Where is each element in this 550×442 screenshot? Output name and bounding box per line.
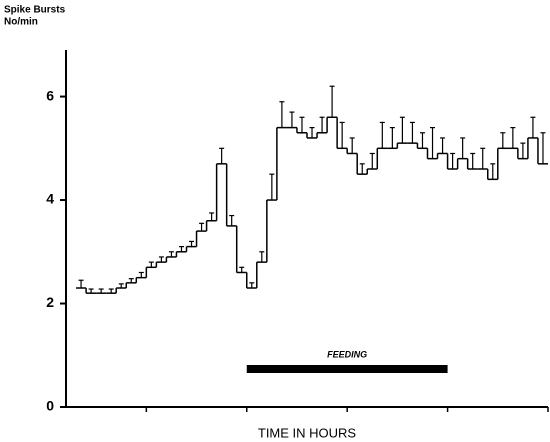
x-axis-label: TIME IN HOURS	[258, 425, 357, 440]
y-tick-label: 2	[46, 294, 54, 310]
y-axis-label: Spike Bursts	[4, 5, 66, 16]
y-tick-label: 0	[46, 398, 54, 414]
feeding-bar	[246, 365, 448, 373]
y-axis-label: No/min	[4, 17, 38, 28]
y-tick-label: 4	[46, 191, 54, 207]
y-tick-label: 6	[46, 87, 54, 103]
feeding-label: FEEDING	[327, 349, 367, 359]
